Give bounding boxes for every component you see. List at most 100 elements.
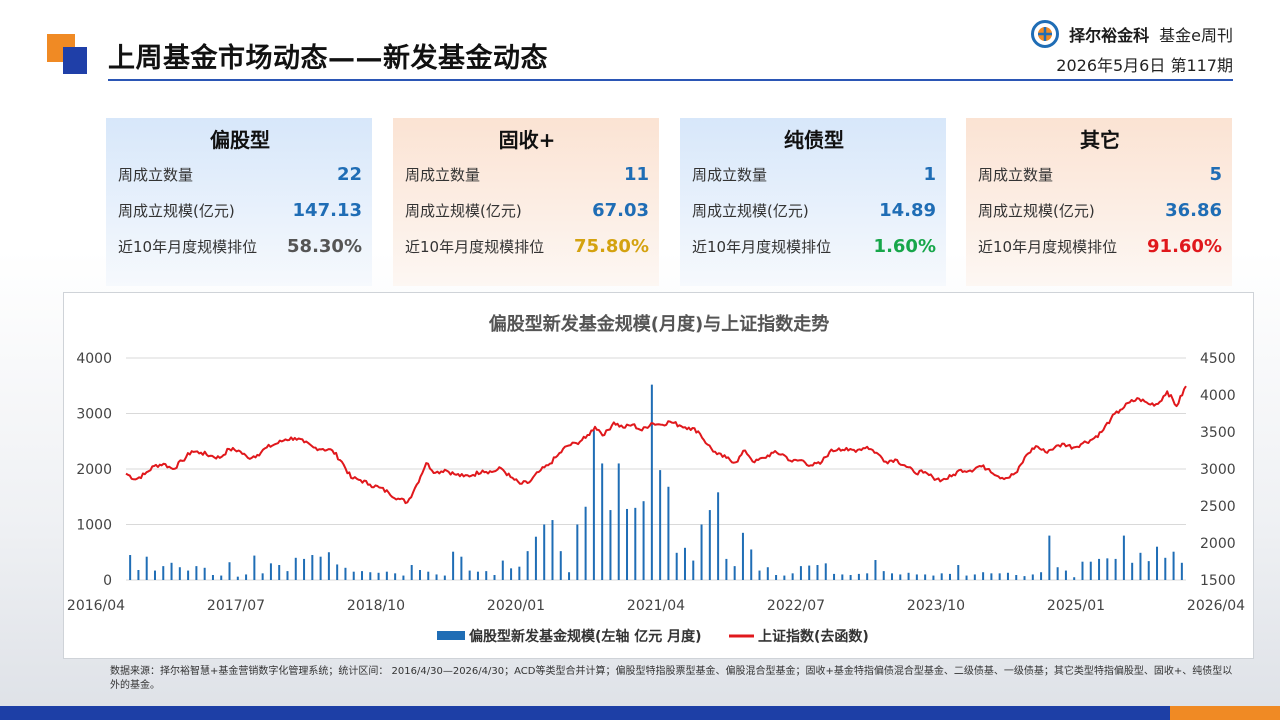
bar — [559, 551, 562, 580]
logo-mark — [47, 34, 87, 74]
card-fixed-income-plus: 固收+ 周成立数量 11 周成立规模(亿元) 67.03 近10年月度规模排位 75.… — [393, 118, 659, 286]
card-title: 偏股型 — [210, 128, 270, 152]
row-label: 近10年月度规模排位 — [978, 237, 1118, 256]
x-tick-label: 2016/04 — [67, 598, 125, 614]
y-left-tick-label: 0 — [103, 573, 112, 589]
bar — [791, 573, 794, 580]
row-value: 1.60% — [873, 235, 936, 257]
bar — [841, 574, 844, 580]
card-row-size: 周成立规模(亿元) 14.89 — [692, 192, 936, 228]
bar — [236, 576, 239, 580]
row-label: 近10年月度规模排位 — [118, 237, 258, 256]
card-row-count: 周成立数量 5 — [978, 156, 1222, 192]
bar — [1089, 561, 1092, 580]
row-value: 147.13 — [292, 199, 362, 221]
x-tick-label: 2017/07 — [207, 598, 265, 614]
bar — [129, 555, 132, 580]
bar — [617, 463, 620, 580]
y-right-tick-label: 2000 — [1200, 536, 1236, 552]
bar — [361, 571, 364, 580]
row-value: 91.60% — [1147, 235, 1222, 257]
legend-line-label: 上证指数(去函数) — [758, 628, 869, 645]
card-row-rank: 近10年月度规模排位 1.60% — [692, 228, 936, 264]
row-label: 周成立规模(亿元) — [118, 201, 235, 220]
bar — [377, 572, 380, 580]
bar — [576, 524, 579, 580]
row-value: 75.80% — [574, 235, 649, 257]
issue-date: 2026年5月6日 第117期 — [1056, 56, 1233, 75]
bar — [435, 574, 438, 580]
bar — [899, 574, 902, 580]
bar — [741, 532, 744, 580]
bar — [824, 563, 827, 580]
bar — [1098, 558, 1101, 580]
y-left-tick-label: 3000 — [76, 407, 112, 423]
row-label: 近10年月度规模排位 — [692, 237, 832, 256]
row-label: 周成立数量 — [118, 165, 194, 184]
brand-block: 择尔裕金科 基金e周刊 2026年5月6日 第117期 — [1031, 20, 1233, 76]
row-value: 36.86 — [1165, 199, 1222, 221]
bar — [874, 560, 877, 580]
bar — [385, 571, 388, 580]
bar — [551, 520, 554, 580]
bar — [650, 384, 653, 580]
bar — [294, 557, 297, 580]
title-divider — [108, 79, 1233, 81]
bar — [311, 555, 314, 580]
row-value: 5 — [1209, 163, 1222, 185]
bar — [162, 566, 165, 580]
bar — [1081, 561, 1084, 580]
bar — [344, 567, 347, 580]
bar — [1139, 552, 1142, 580]
chart-axes: 0 1000 2000 3000 4000 1500 2000 2500 3000 3500 400… — [67, 351, 1245, 614]
bar — [568, 572, 571, 580]
y-right-tick-label: 1500 — [1200, 573, 1236, 589]
bar — [1023, 576, 1026, 580]
bar — [476, 571, 479, 580]
card-row-size: 周成立规模(亿元) 67.03 — [405, 192, 649, 228]
chart-svg: 偏股型新发基金规模(月度)与上证指数走势 0 1000 2000 3000 4000 15… — [67, 313, 1245, 645]
bar — [352, 571, 355, 580]
bar — [634, 507, 637, 580]
bar — [195, 566, 198, 580]
row-value: 11 — [623, 163, 649, 185]
bar — [692, 560, 695, 580]
card-other: 其它 周成立数量 5 周成立规模(亿元) 36.86 近10年月度规模排位 91.60… — [966, 118, 1232, 286]
bar — [543, 524, 546, 580]
bar — [336, 564, 339, 580]
bar — [1006, 572, 1009, 580]
bar — [220, 575, 223, 580]
bar — [245, 574, 248, 580]
y-right-tick-label: 2500 — [1200, 499, 1236, 515]
bar — [659, 470, 662, 580]
bar — [153, 570, 156, 580]
bar — [584, 506, 587, 580]
bar — [178, 567, 181, 580]
bar — [683, 547, 686, 580]
bar — [857, 573, 860, 580]
card-row-size: 周成立规模(亿元) 147.13 — [118, 192, 362, 228]
bar — [816, 565, 819, 580]
y-left-tick-label: 4000 — [76, 351, 112, 367]
x-tick-label: 2020/01 — [487, 598, 545, 614]
brand-logo-icon — [1031, 20, 1060, 48]
card-equity: 偏股型 周成立数量 22 周成立规模(亿元) 147.13 近10年月度规模排位 58… — [106, 118, 372, 286]
row-label: 周成立数量 — [405, 165, 481, 184]
y-right-tick-label: 4000 — [1200, 388, 1236, 404]
bar — [1114, 558, 1117, 580]
bar — [228, 562, 231, 580]
bar — [592, 430, 595, 580]
chart-panel: 偏股型新发基金规模(月度)与上证指数走势 0 1000 2000 3000 4000 15… — [63, 292, 1254, 659]
bar — [187, 570, 190, 580]
legend-bar-swatch — [437, 631, 465, 640]
bar — [700, 524, 703, 580]
bar — [733, 566, 736, 580]
bar — [1056, 567, 1059, 580]
bar — [717, 492, 720, 580]
row-label: 周成立规模(亿元) — [405, 201, 522, 220]
x-tick-label: 2018/10 — [347, 598, 405, 614]
bar — [534, 536, 537, 580]
bar — [1156, 546, 1159, 580]
bar — [915, 574, 918, 580]
card-row-rank: 近10年月度规模排位 91.60% — [978, 228, 1222, 264]
